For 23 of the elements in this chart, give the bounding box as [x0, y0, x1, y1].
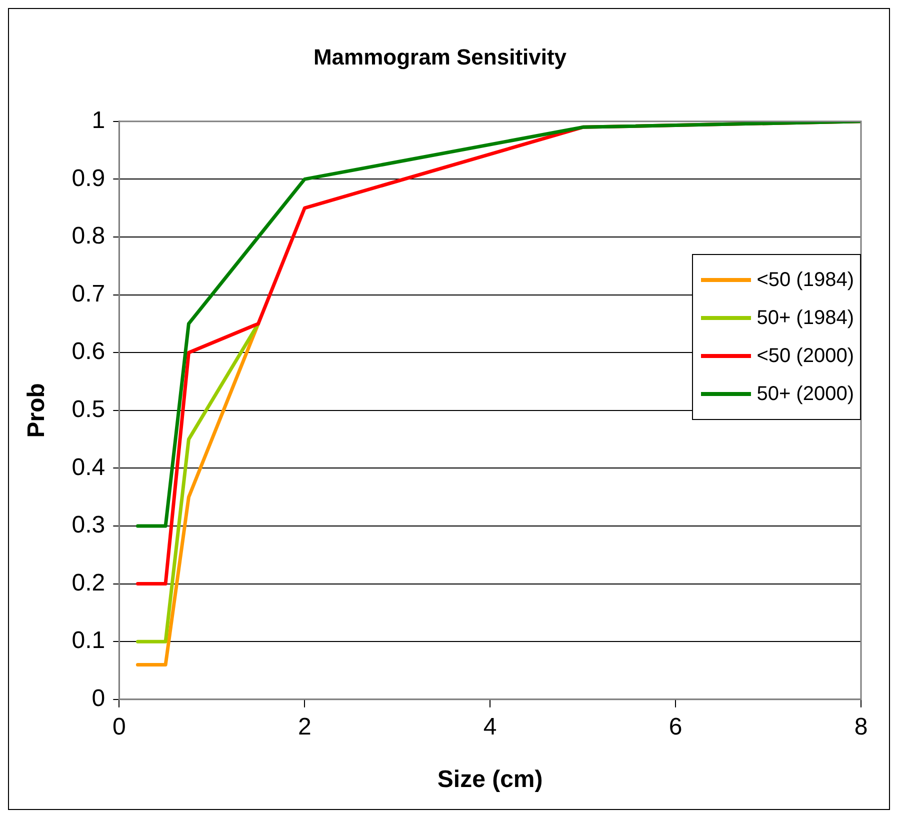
y-tick-label: 0.3 — [72, 512, 106, 539]
y-tick-label: 0.2 — [72, 569, 106, 596]
legend-label: 50+ (2000) — [756, 382, 854, 406]
y-tick-label: 0.8 — [72, 222, 106, 250]
legend-label: <50 (2000) — [756, 344, 854, 368]
chart-title: Mammogram Sensitivity — [313, 44, 568, 70]
y-tick-label: 0.4 — [72, 454, 106, 481]
y-tick-label: 1 — [92, 107, 106, 134]
x-tick-label: 6 — [668, 713, 682, 740]
y-tick-label: 0 — [92, 685, 106, 712]
y-tick-label: 0.6 — [72, 338, 106, 366]
legend-label: 50+ (1984) — [756, 306, 854, 330]
y-axis-title: Prob — [23, 383, 50, 438]
legend-label: <50 (1984) — [756, 268, 854, 292]
x-axis-title: Size (cm) — [437, 766, 543, 794]
x-tick-label: 8 — [854, 713, 868, 740]
y-tick-label: 0.5 — [72, 396, 106, 424]
x-tick-label: 4 — [483, 713, 497, 740]
y-tick-label: 0.7 — [72, 280, 106, 308]
x-tick-label: 2 — [298, 713, 312, 740]
x-tick-label: 0 — [112, 713, 126, 740]
y-tick-label: 0.9 — [72, 164, 106, 192]
y-tick-label: 0.1 — [72, 627, 106, 654]
